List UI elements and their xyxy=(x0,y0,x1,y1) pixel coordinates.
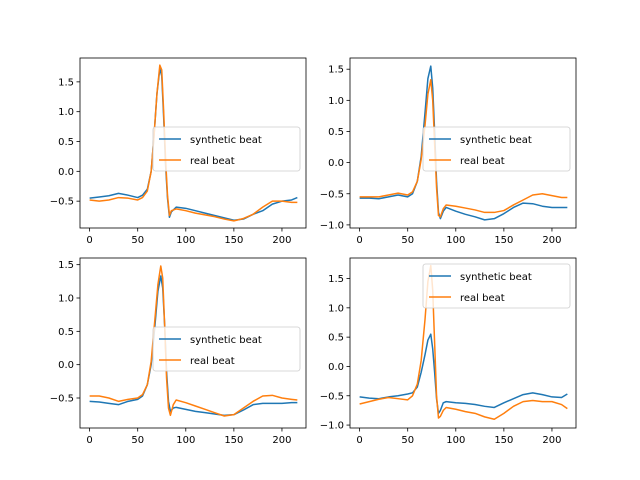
subplot-4: 0 50 100 150 200 −1.0 −0.5 0.0 0.5 1.0 1.5 syntheti… xyxy=(320,257,577,446)
x-tick-label: 150 xyxy=(224,235,243,246)
legend: synthetic beat real beat xyxy=(152,126,301,172)
x-tick-label: 50 xyxy=(401,235,414,246)
legend-label-synthetic: synthetic beat xyxy=(460,135,532,146)
series-line-real xyxy=(89,265,298,417)
y-tick-label: 1.0 xyxy=(328,96,344,107)
y-tick-label: 1.0 xyxy=(328,303,344,314)
y-tick-label: 0.5 xyxy=(328,333,344,344)
axes-frame xyxy=(79,257,307,429)
legend: synthetic beat real beat xyxy=(152,326,301,372)
subplot-3: 0 50 100 150 200 −0.5 0.0 0.5 1.0 1.5 synthetic be… xyxy=(50,257,307,446)
legend-label-real: real beat xyxy=(460,156,505,167)
subplot-1: 0 50 100 150 200 −0.5 0.0 0.5 1.0 1.5 synthetic be… xyxy=(50,57,307,246)
y-tick-label: −0.5 xyxy=(320,189,344,200)
y-tick-label: −1.0 xyxy=(320,220,344,231)
series-line-real xyxy=(359,79,568,218)
x-tick-label: 150 xyxy=(494,235,513,246)
legend: synthetic beat real beat xyxy=(422,263,571,309)
x-tick-label: 100 xyxy=(176,435,195,446)
series-line-synthetic xyxy=(359,333,568,415)
y-tick-label: 1.0 xyxy=(58,294,74,305)
legend-box xyxy=(152,126,301,172)
legend-box xyxy=(422,263,571,309)
x-tick-label: 0 xyxy=(356,235,362,246)
legend-label-synthetic: synthetic beat xyxy=(460,272,532,283)
y-tick-label: 0.0 xyxy=(58,360,74,371)
x-tick-label: 0 xyxy=(86,435,92,446)
y-tick-label: −0.5 xyxy=(320,391,344,402)
axes-frame xyxy=(349,57,577,229)
x-tick-label: 100 xyxy=(176,235,195,246)
x-tick-label: 0 xyxy=(86,235,92,246)
subplot-2: 0 50 100 150 200 −1.0 −0.5 0.0 0.5 1.0 1.5 syntheti… xyxy=(320,57,577,246)
y-tick-label: 1.5 xyxy=(328,274,344,285)
y-tick-label: 0.5 xyxy=(58,137,74,148)
y-tick-label: 0.5 xyxy=(58,327,74,338)
axes-frame xyxy=(349,257,577,429)
y-tick-label: 1.5 xyxy=(328,65,344,76)
x-tick-label: 0 xyxy=(356,435,362,446)
y-tick-label: 1.0 xyxy=(58,107,74,118)
x-tick-label: 50 xyxy=(131,435,144,446)
x-tick-label: 150 xyxy=(224,435,243,446)
legend-label-real: real beat xyxy=(190,356,235,367)
axes-frame xyxy=(79,57,307,229)
x-tick-label: 100 xyxy=(446,435,465,446)
series-line-synthetic xyxy=(89,275,298,417)
x-tick-label: 200 xyxy=(272,235,291,246)
legend-label-synthetic: synthetic beat xyxy=(190,135,262,146)
legend-box xyxy=(422,126,571,172)
y-tick-label: 0.5 xyxy=(328,127,344,138)
x-tick-label: 50 xyxy=(131,235,144,246)
x-tick-label: 50 xyxy=(401,435,414,446)
legend-label-synthetic: synthetic beat xyxy=(190,335,262,346)
y-tick-label: 1.5 xyxy=(58,77,74,88)
legend-label-real: real beat xyxy=(190,156,235,167)
legend: synthetic beat real beat xyxy=(422,126,571,172)
y-tick-label: 0.0 xyxy=(328,158,344,169)
x-tick-label: 150 xyxy=(494,435,513,446)
y-tick-label: 0.0 xyxy=(328,362,344,373)
series-line-real xyxy=(359,264,568,420)
x-tick-label: 200 xyxy=(542,435,561,446)
legend-label-real: real beat xyxy=(460,293,505,304)
series-line-real xyxy=(89,64,298,222)
y-tick-label: −1.0 xyxy=(320,421,344,432)
x-tick-label: 200 xyxy=(542,235,561,246)
x-tick-label: 200 xyxy=(272,435,291,446)
y-tick-label: −0.5 xyxy=(50,197,74,208)
y-tick-label: −0.5 xyxy=(50,394,74,405)
x-tick-label: 100 xyxy=(446,235,465,246)
y-tick-label: 0.0 xyxy=(58,167,74,178)
y-tick-label: 1.5 xyxy=(58,260,74,271)
legend-box xyxy=(152,326,301,372)
